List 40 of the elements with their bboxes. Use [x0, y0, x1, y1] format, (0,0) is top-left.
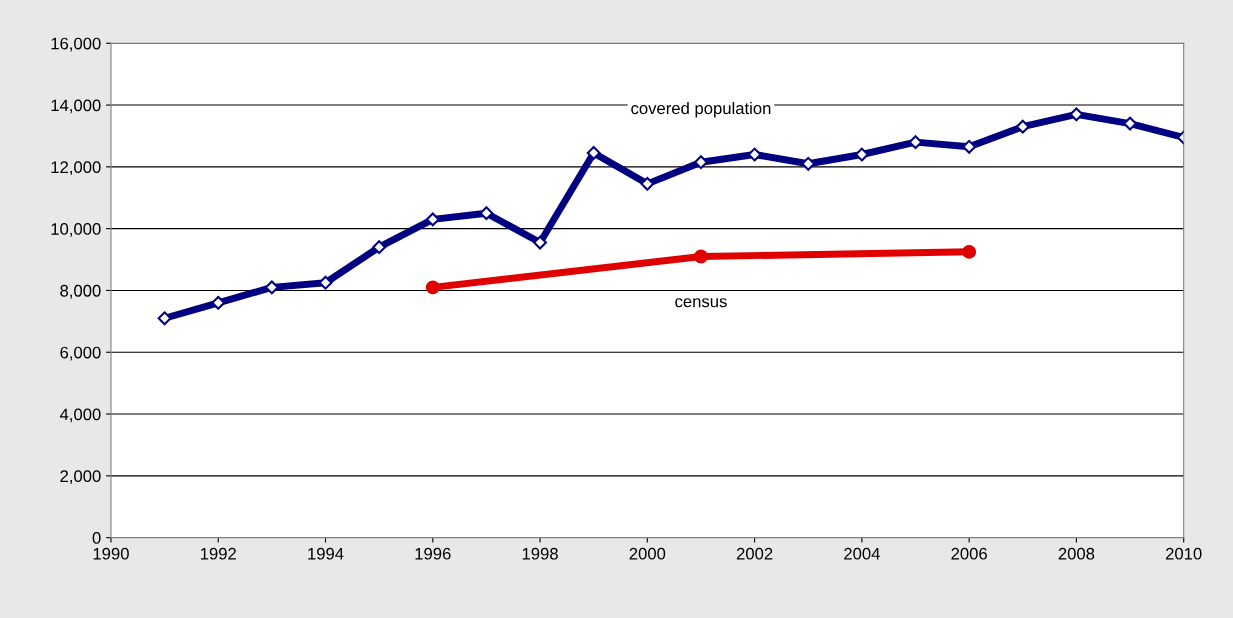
point — [264, 280, 279, 295]
y-tick-label: 16,000 — [51, 37, 101, 52]
point — [1015, 119, 1030, 134]
point — [211, 295, 226, 310]
x-tick-label: 2006 — [951, 547, 987, 560]
y-tick-label: 8,000 — [60, 284, 101, 299]
point — [372, 240, 387, 255]
x-tick-label: 2004 — [844, 547, 880, 560]
point — [694, 155, 708, 170]
point — [640, 176, 655, 191]
y-tick-label: 0 — [92, 532, 101, 544]
point — [694, 249, 708, 264]
x-tick-label: 1996 — [415, 547, 451, 560]
point — [425, 212, 440, 227]
y-tick-label: 6,000 — [60, 346, 101, 361]
y-tick-label: 10,000 — [51, 223, 101, 237]
point — [479, 206, 494, 221]
point — [1123, 116, 1137, 131]
x-tick-label: 1990 — [93, 547, 129, 560]
text: census — [675, 298, 727, 308]
x-tick-label: 2010 — [1165, 547, 1202, 560]
x-tick-label: 1994 — [308, 547, 344, 560]
point — [533, 235, 547, 250]
point — [425, 280, 440, 295]
point — [1069, 107, 1084, 122]
x-tick-label: 2008 — [1058, 547, 1095, 560]
x-tick-label: 1992 — [200, 547, 236, 560]
y-tick-label: 12,000 — [51, 161, 101, 176]
point — [962, 139, 977, 154]
point — [908, 135, 923, 150]
y-tick-label: 14,000 — [51, 99, 101, 114]
point — [157, 311, 172, 326]
x-tick-label: 2002 — [736, 547, 773, 560]
x-tick-label: 2000 — [629, 547, 666, 560]
y-tick-label: 4,000 — [59, 408, 101, 423]
y-tick-label: 2,000 — [60, 470, 101, 485]
point — [962, 244, 977, 259]
point — [586, 146, 601, 160]
text: covered population — [631, 101, 771, 118]
x-tick-label: 1998 — [522, 547, 558, 560]
